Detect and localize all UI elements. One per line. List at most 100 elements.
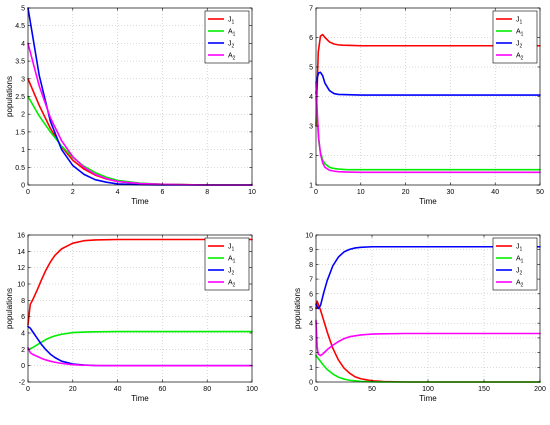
y-tick-label: 3: [309, 335, 313, 342]
x-tick-label: 8: [205, 189, 209, 196]
series-line-J2: [315, 71, 541, 96]
series-line-J1: [27, 238, 253, 326]
series-line-J1: [315, 33, 541, 127]
chart-panel-3: 0 20 40 60 80 100-20246810121416Timepopulatio…: [5, 233, 258, 404]
y-tick-label: 5: [309, 65, 313, 72]
chart-panel-1: 0 2 4 6 8 10 0 0.5 1 1.5 2 2.5 3 3.5 4 4.5 5 Time populati…: [5, 6, 256, 207]
y-tick-label: 5: [21, 6, 25, 13]
x-tick-label: 200: [534, 386, 546, 393]
legend: J1 A1 J2 A2: [204, 237, 250, 291]
y-tick-label: 1: [21, 147, 25, 154]
y-tick-label: 4: [21, 41, 25, 48]
y-tick-label: 8: [21, 298, 25, 305]
y-tick-label: 6: [309, 35, 313, 42]
y-tick-label: 1.5: [15, 129, 25, 136]
x-tick-label: 0: [26, 386, 30, 393]
x-tick-label: 20: [69, 386, 77, 393]
y-tick-label: 10: [17, 282, 25, 289]
x-tick-label: 0: [314, 386, 318, 393]
x-tick-label: 50: [368, 386, 376, 393]
legend: J1 A1 J2 A2: [492, 10, 538, 64]
legend-label-A1: A1: [228, 256, 236, 265]
y-tick-label: 3.5: [15, 59, 25, 66]
chart-panel-4: 0 50 100 150 200 0 1 2 3 4 5 6 7 8 9 10 Time populations J…: [293, 233, 546, 404]
x-tick-label: 10: [248, 189, 256, 196]
y-tick-label: 14: [17, 249, 25, 256]
y-tick-label: 9: [309, 247, 313, 254]
y-tick-label: 7: [309, 6, 313, 13]
y-tick-label: 2: [21, 347, 25, 354]
legend-label-A2: A2: [516, 53, 524, 62]
y-tick-label: 4: [309, 94, 313, 101]
y-tick-label: 0.5: [15, 165, 25, 172]
y-tick-label: 1: [309, 365, 313, 372]
y-tick-label: 0: [309, 380, 313, 387]
x-tick-label: 80: [203, 386, 211, 393]
legend-label-J2: J2: [228, 268, 235, 277]
legend-label-J1: J1: [228, 244, 235, 253]
y-tick-label: 3: [21, 76, 25, 83]
x-tick-label: 40: [491, 189, 499, 196]
y-tick-label: 6: [21, 314, 25, 321]
x-tick-label: 30: [447, 189, 455, 196]
x-tick-label: 50: [536, 189, 544, 196]
legend-label-J2: J2: [516, 268, 523, 277]
y-tick-label: 2: [309, 153, 313, 160]
legend-label-J1: J1: [516, 17, 523, 26]
legend-label-J1: J1: [516, 244, 523, 253]
x-tick-label: 0: [314, 189, 318, 196]
series-line-A2: [27, 42, 253, 186]
legend-label-A1: A1: [228, 29, 236, 38]
series-line-A2: [27, 346, 253, 367]
legend-label-A2: A2: [516, 280, 524, 289]
series-line-J1: [315, 300, 541, 383]
chart-panel-2: 0 10 20 30 40 50 1 2 3 4 5 6 7 Time J1 A1 J2 A2: [309, 6, 544, 207]
series-line-A2: [315, 319, 541, 357]
series-line-A1: [27, 330, 253, 351]
x-axis-label: Time: [419, 394, 437, 403]
x-axis-label: Time: [419, 197, 437, 206]
y-tick-label: 4: [21, 331, 25, 338]
series-line-J2: [315, 245, 541, 310]
y-tick-label: 1: [309, 183, 313, 190]
legend-label-A1: A1: [516, 29, 524, 38]
legend-label-J1: J1: [228, 17, 235, 26]
y-tick-label: 7: [309, 277, 313, 284]
legend-label-J2: J2: [228, 41, 235, 50]
legend-label-A2: A2: [228, 280, 236, 289]
y-tick-label: 0: [21, 363, 25, 370]
y-axis-label: populations: [5, 76, 14, 117]
legend-label-A1: A1: [516, 256, 524, 265]
legend: J1 A1 J2 A2: [492, 237, 538, 291]
axes-box: [27, 234, 253, 383]
legend-label-J2: J2: [516, 41, 523, 50]
x-tick-label: 40: [114, 386, 122, 393]
y-tick-label: 0: [21, 183, 25, 190]
x-tick-label: 100: [246, 386, 258, 393]
y-tick-label: -2: [19, 380, 25, 387]
y-axis-label: populations: [5, 288, 14, 329]
y-tick-label: 4: [309, 321, 313, 328]
y-tick-label: 5: [309, 306, 313, 313]
x-tick-label: 60: [159, 386, 167, 393]
x-tick-label: 4: [116, 189, 120, 196]
x-axis-label: Time: [131, 197, 149, 206]
y-tick-label: 6: [309, 291, 313, 298]
x-tick-label: 150: [478, 386, 490, 393]
y-tick-label: 2: [21, 112, 25, 119]
y-tick-label: 2.5: [15, 94, 25, 101]
series-line-A2: [315, 80, 541, 174]
x-tick-label: 20: [402, 189, 410, 196]
y-tick-label: 4.5: [15, 23, 25, 30]
y-tick-label: 10: [305, 233, 313, 240]
legend-label-A2: A2: [228, 53, 236, 62]
y-tick-label: 3: [309, 124, 313, 131]
y-tick-label: 8: [309, 262, 313, 269]
x-tick-label: 10: [357, 189, 365, 196]
x-tick-label: 2: [71, 189, 75, 196]
x-axis-label: Time: [131, 394, 149, 403]
x-tick-label: 0: [26, 189, 30, 196]
y-axis-label: populations: [293, 288, 302, 329]
y-tick-label: 16: [17, 233, 25, 240]
